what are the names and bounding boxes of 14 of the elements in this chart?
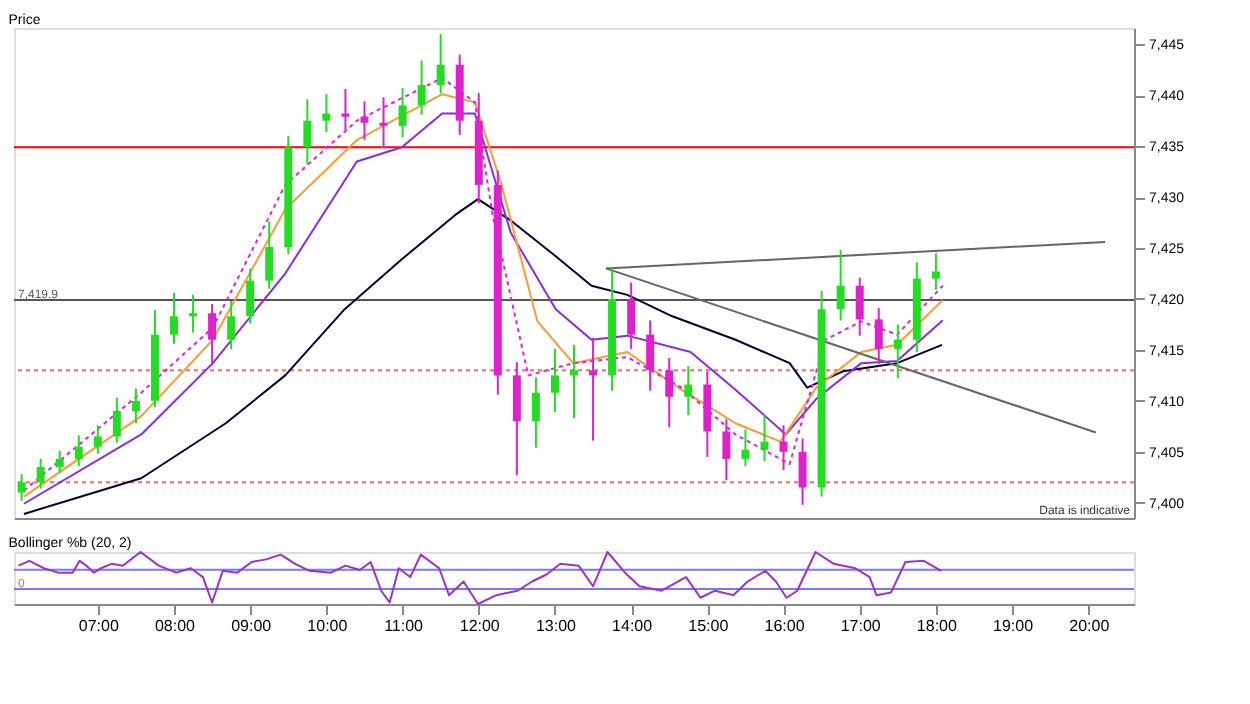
x-tick-label: 19:00 bbox=[993, 617, 1035, 635]
x-tick-label: 08:00 bbox=[154, 617, 197, 635]
x-tick-label: 20:00 bbox=[1069, 617, 1111, 635]
x-tick-label: 11:00 bbox=[384, 617, 425, 635]
x-tick-label: 09:00 bbox=[231, 617, 273, 635]
x-tick-label: 12:00 bbox=[459, 617, 501, 635]
x-tick-label: 18:00 bbox=[916, 617, 959, 635]
x-tick-label: 17:00 bbox=[840, 617, 882, 635]
x-tick-label: 10:00 bbox=[307, 617, 349, 635]
x-tick-label: 13:00 bbox=[535, 617, 578, 635]
x-tick-label: 14:00 bbox=[612, 617, 654, 635]
x-tick-label: 16:00 bbox=[764, 617, 806, 635]
x-tick-label: 07:00 bbox=[78, 617, 120, 635]
x-tick-label: 15:00 bbox=[688, 617, 730, 635]
